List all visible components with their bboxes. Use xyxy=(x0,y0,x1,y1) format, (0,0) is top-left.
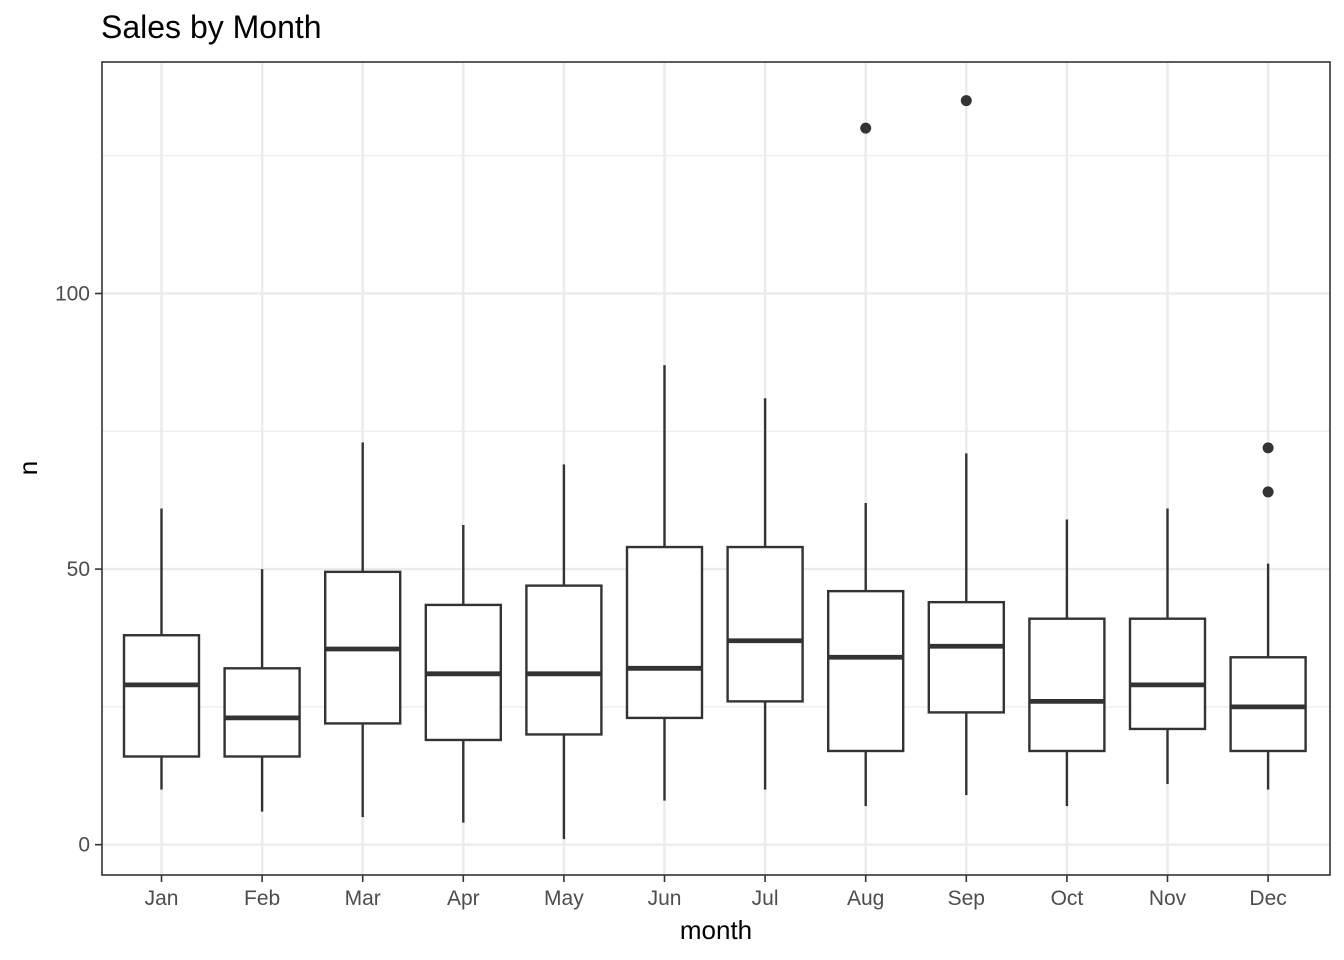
box-jan xyxy=(122,508,201,790)
x-tick-label: Mar xyxy=(345,887,381,910)
box-body xyxy=(927,600,1005,714)
box-body xyxy=(223,667,301,758)
x-tick-label: Jun xyxy=(648,887,682,910)
outlier-point xyxy=(960,95,972,107)
chart-title: Sales by Month xyxy=(101,9,322,45)
box-mar xyxy=(324,442,402,818)
axes: 0 50 100 Jan Feb Mar Apr May Jun Jul Aug Sep Oct Nov D… xyxy=(55,282,1287,910)
box-body xyxy=(1128,617,1207,731)
box-body xyxy=(827,589,905,753)
outlier-point xyxy=(1262,442,1274,454)
y-tick-label: 100 xyxy=(55,282,90,305)
x-tick-label: Feb xyxy=(244,887,280,910)
x-tick-label: Apr xyxy=(447,887,480,910)
box-body xyxy=(1229,656,1307,753)
box-jul xyxy=(726,398,804,790)
y-tick-label: 0 xyxy=(78,834,90,857)
box-may xyxy=(525,464,603,840)
outlier-point xyxy=(860,122,872,134)
panel-border xyxy=(101,61,1331,876)
box-body xyxy=(122,634,201,758)
x-tick-label: Jan xyxy=(145,887,179,910)
y-axis-title: n xyxy=(13,461,43,475)
box-body xyxy=(726,545,804,703)
box-oct xyxy=(1028,519,1106,807)
boxes xyxy=(122,95,1307,840)
box-body xyxy=(525,584,603,736)
x-tick-label: May xyxy=(544,887,584,910)
box-aug xyxy=(827,122,905,807)
y-tick-label: 50 xyxy=(67,558,90,581)
outlier-point xyxy=(1262,486,1274,498)
box-feb xyxy=(223,569,301,812)
box-body xyxy=(625,545,704,720)
box-sep xyxy=(927,95,1005,796)
x-tick-label: Nov xyxy=(1149,887,1187,910)
x-axis-title: month xyxy=(680,915,752,945)
x-tick-label: Aug xyxy=(847,887,884,910)
x-tick-label: Oct xyxy=(1051,887,1084,910)
x-tick-label: Dec xyxy=(1249,887,1286,910)
box-dec xyxy=(1229,442,1307,790)
box-body xyxy=(1028,617,1106,753)
box-jun xyxy=(625,365,704,801)
x-tick-label: Jul xyxy=(752,887,779,910)
x-tick-label: Sep xyxy=(948,887,985,910)
box-apr xyxy=(424,524,502,823)
box-nov xyxy=(1128,508,1207,785)
